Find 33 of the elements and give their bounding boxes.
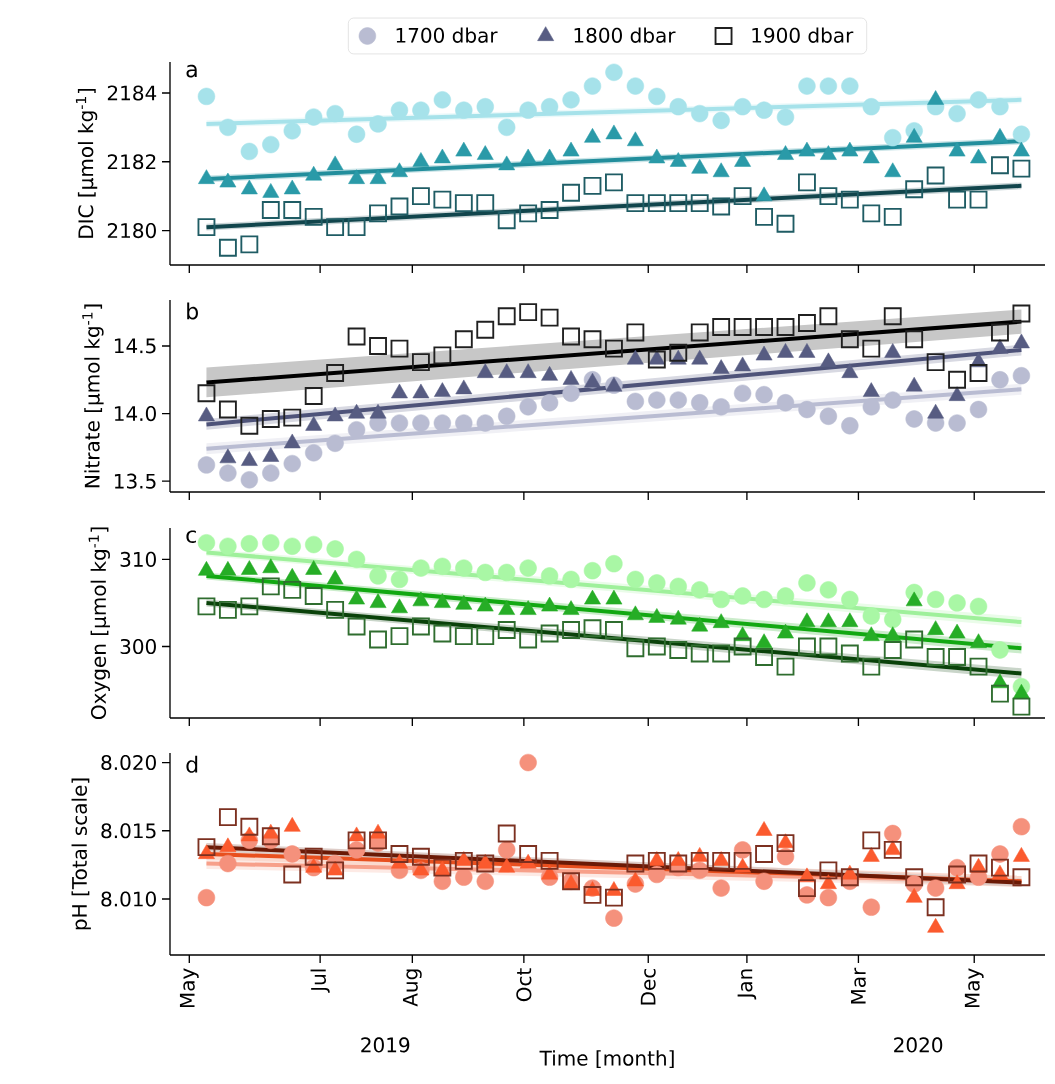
- y-axis-title: Nitrate [μmol kg$^{-1}$]: [82, 304, 104, 488]
- y-tick-label: 2180: [107, 223, 156, 239]
- legend-label: 1900 dbar: [752, 27, 854, 43]
- x-axis-title: Time [month]: [539, 1050, 674, 1069]
- text: 2019: [361, 1037, 410, 1053]
- y-tick-label: 300: [120, 638, 156, 655]
- legend-label: 1700 dbar: [396, 27, 498, 43]
- y-axis-title: pH [Total scale]: [71, 778, 91, 930]
- x-tick-label: Jul: [310, 969, 330, 993]
- x-tick-label: Dec: [640, 968, 656, 1005]
- chart-title: c: [186, 530, 196, 544]
- x-tick-label: May: [179, 968, 199, 1008]
- x-tick-label: Jan: [737, 969, 757, 1000]
- y-axis-title: DIC [μmol kg$^{-1}$]: [75, 88, 98, 238]
- y-tick-label: 2184: [107, 85, 157, 101]
- y-axis-title: Oxygen [μmol kg$^{-1}$]: [88, 527, 110, 720]
- text: 2020: [894, 1037, 943, 1053]
- y-tick-label: 310: [120, 551, 156, 567]
- x-tick-label: Mar: [850, 967, 866, 1004]
- x-tick-label: Oct: [516, 968, 532, 1002]
- y-tick-label: 14.0: [114, 406, 156, 422]
- legend-label: 1800 dbar: [574, 27, 676, 43]
- y-tick-label: 13.5: [114, 473, 156, 489]
- chart-title: b: [187, 302, 198, 320]
- y-tick-label: 8.010: [101, 891, 156, 907]
- chart-title: d: [186, 755, 198, 773]
- y-tick-label: 2182: [107, 154, 156, 170]
- x-tick-label: May: [964, 968, 984, 1008]
- y-tick-label: 14.5: [114, 338, 156, 354]
- y-tick-label: 8.015: [101, 823, 156, 839]
- y-tick-label: 8.020: [101, 754, 156, 771]
- chart-title: a: [186, 64, 197, 78]
- x-tick-label: Aug: [402, 969, 422, 1007]
